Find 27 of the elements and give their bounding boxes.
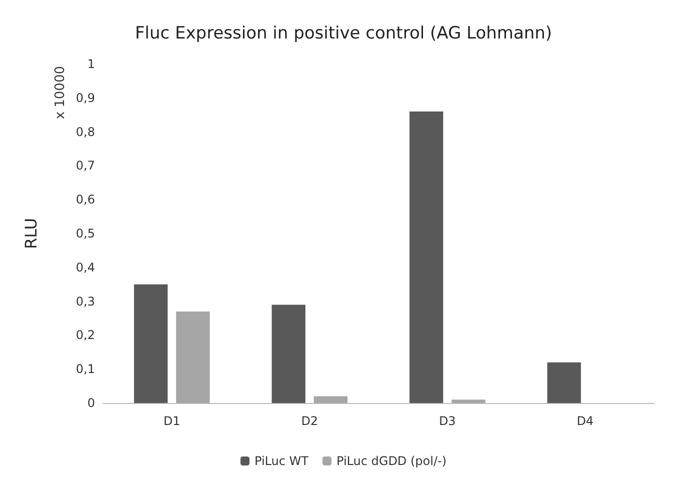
y-tick-label: 0,5 [76, 226, 95, 240]
y-tick-label: 0,7 [76, 158, 95, 173]
x-tick-label: D2 [301, 414, 318, 428]
bar [134, 284, 168, 403]
y-tick-label: 0 [87, 396, 95, 410]
y-tick-label: 0,9 [76, 90, 95, 105]
x-tick-label: D1 [163, 414, 180, 428]
bar [176, 311, 210, 403]
y-tick-label: 0,3 [76, 294, 95, 308]
bar [314, 396, 348, 403]
bar [409, 111, 444, 403]
bar [547, 362, 581, 403]
y-axis-title: RLU [22, 218, 40, 249]
text: x 10000 [53, 66, 68, 120]
chart-title: Fluc Expression in positive control (AG Lohmann) [134, 24, 552, 44]
legend-label: PiLuc WT [254, 454, 310, 468]
x-tick-label: D4 [576, 414, 594, 428]
y-tick-label: 0,2 [76, 328, 95, 342]
bar [272, 304, 306, 403]
bar [452, 400, 486, 403]
y-tick-label: 0,4 [76, 260, 95, 274]
legend-label: PiLuc dGDD (pol/-) [336, 454, 447, 468]
y-tick-label: 0,8 [76, 124, 95, 139]
x-tick-label: D3 [438, 414, 456, 428]
y-tick-label: 1 [87, 57, 95, 71]
y-tick-label: 0,6 [76, 192, 95, 207]
y-tick-label: 0,1 [76, 362, 95, 376]
